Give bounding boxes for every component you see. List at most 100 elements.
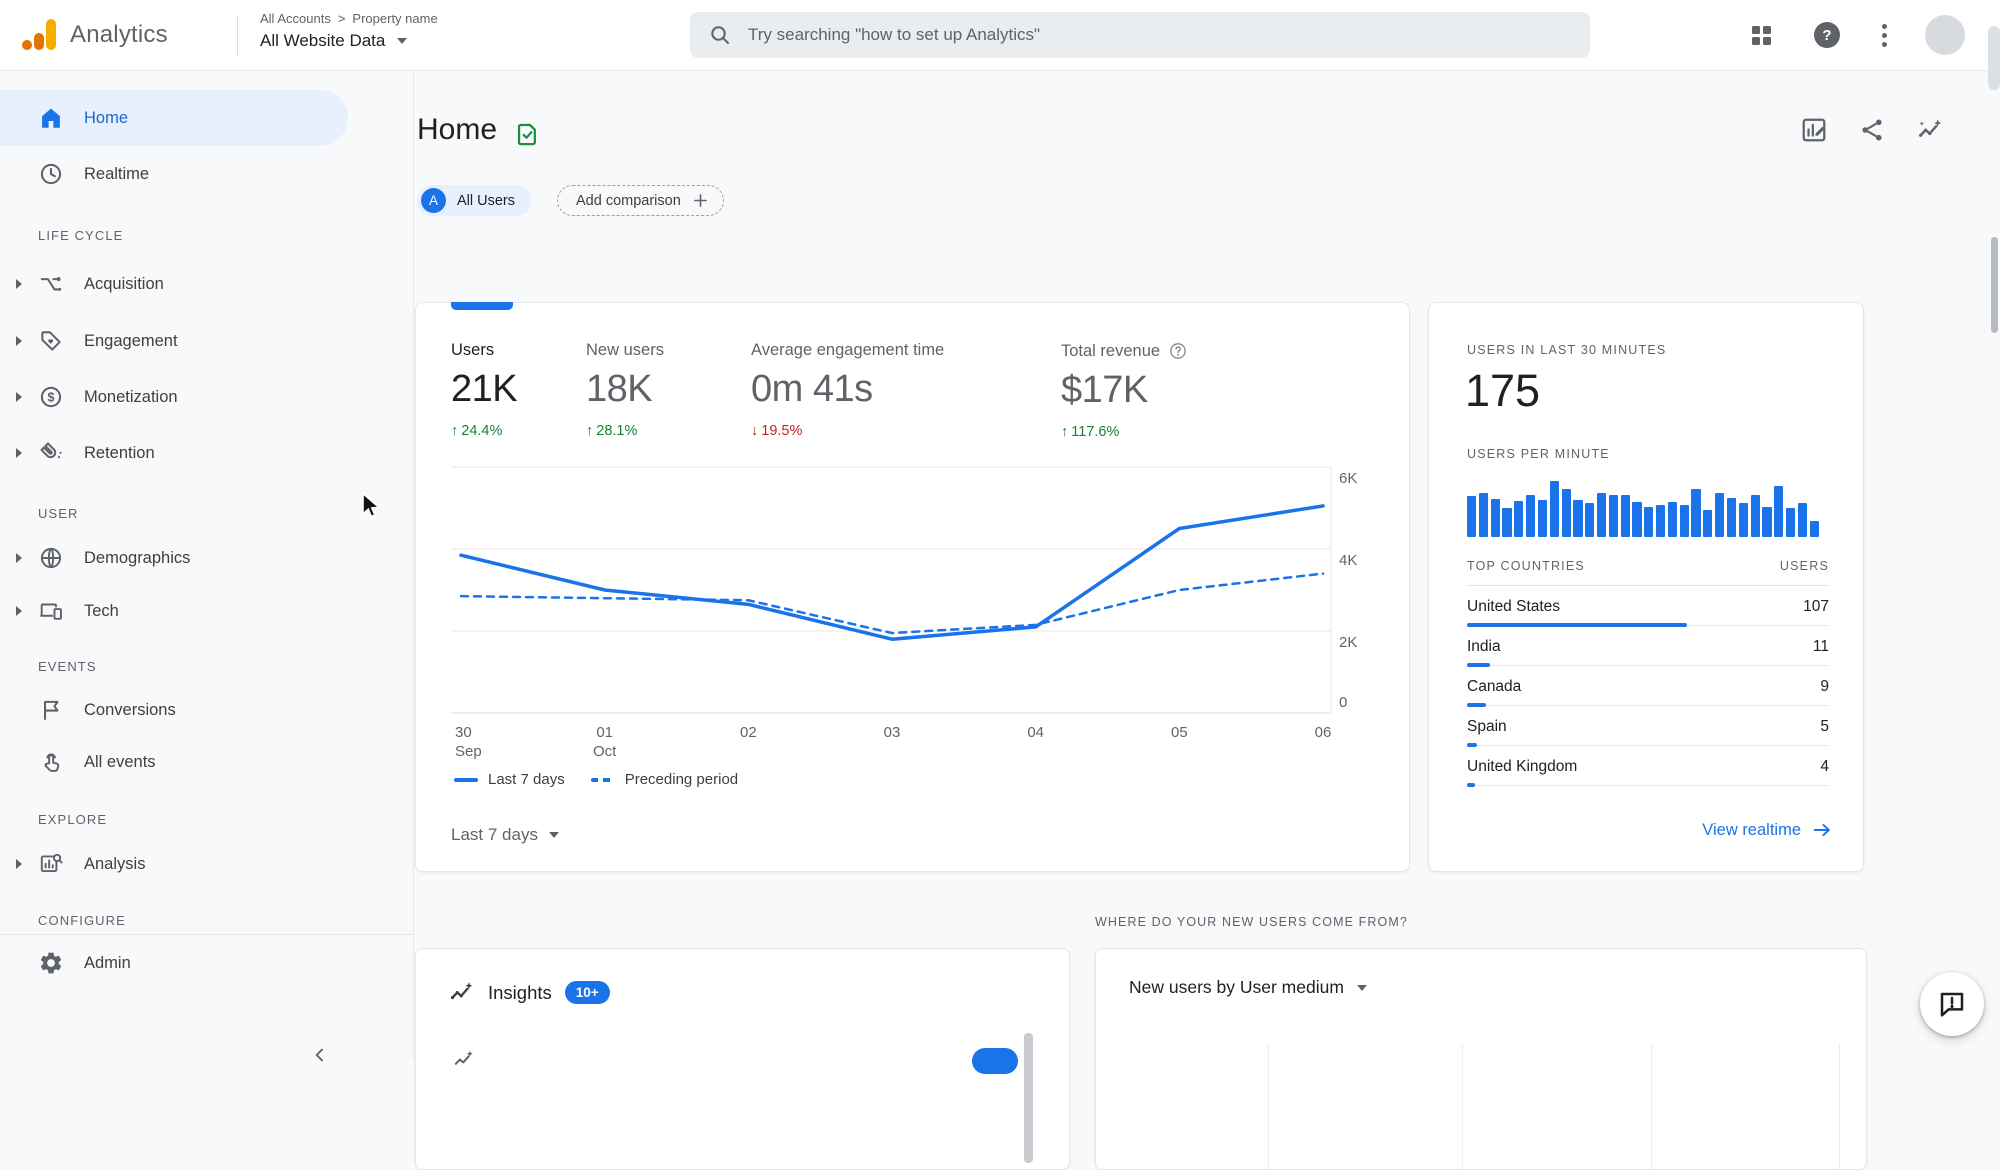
property-selector-label: All Website Data	[260, 31, 386, 50]
insights-sparkline-icon	[448, 979, 475, 1006]
metric-delta: ↑ 24.4%	[451, 423, 586, 439]
sidebar-item-conversions[interactable]: Conversions	[0, 682, 413, 738]
metric-label-text: Users	[451, 341, 495, 359]
expand-caret-icon[interactable]	[16, 859, 38, 869]
page-title: Home	[417, 113, 498, 146]
account-block: All Accounts > Property name All Website…	[260, 11, 438, 51]
report-snapshot-check-icon[interactable]	[514, 121, 541, 148]
minute-bar	[1490, 499, 1500, 537]
country-name: India	[1467, 638, 1501, 655]
search-input[interactable]	[746, 24, 1578, 46]
share-icon[interactable]	[1858, 116, 1886, 144]
insights-scrollbar-thumb[interactable]	[1024, 1033, 1033, 1163]
help-icon[interactable]	[1168, 341, 1188, 361]
expand-caret-icon[interactable]	[16, 606, 38, 616]
sidebar-item-label: Demographics	[84, 548, 191, 567]
help-icon[interactable]: ?	[1814, 22, 1840, 48]
date-range-selector[interactable]: Last 7 days	[451, 825, 559, 845]
sidebar-item-retention[interactable]: Retention	[0, 425, 413, 481]
sidebar-section-configure: CONFIGURE	[38, 912, 126, 928]
sidebar-item-all-events[interactable]: All events	[0, 734, 413, 790]
users-col-header: USERS	[1779, 559, 1829, 573]
add-comparison-button[interactable]: Add comparison	[557, 185, 724, 216]
comparison-avatar: A	[421, 188, 446, 213]
sidebar-item-label: Realtime	[84, 164, 150, 183]
expand-caret-icon[interactable]	[16, 553, 38, 563]
analytics-logo[interactable]: Analytics	[22, 17, 168, 53]
sidebar-item-acquisition[interactable]: Acquisition	[0, 256, 413, 312]
minute-bar	[1585, 503, 1595, 537]
sidebar-item-analysis[interactable]: Analysis	[0, 836, 413, 892]
arrow-down-icon: ↓	[751, 423, 759, 439]
view-realtime-link[interactable]: View realtime	[1702, 819, 1833, 841]
sidebar-item-tech[interactable]: Tech	[0, 583, 413, 639]
caret-right-icon	[16, 859, 22, 869]
breadcrumb-account[interactable]: All Accounts	[260, 11, 331, 26]
caret-right-icon	[16, 553, 22, 563]
realtime-card: USERS IN LAST 30 MINUTES 175 USERS PER M…	[1428, 302, 1864, 872]
insights-header: Insights 10+	[448, 979, 610, 1006]
page-scrollbar-thumb[interactable]	[1991, 237, 1998, 333]
ga-home-screen: { "colors": { "accent": "#1a73e8", "acti…	[0, 11, 2000, 1170]
expand-caret-icon[interactable]	[16, 336, 38, 346]
sidebar-item-home[interactable]: Home	[0, 90, 348, 146]
minute-bar	[1667, 502, 1678, 537]
minute-bar	[1738, 503, 1748, 537]
insights-sparkline-icon[interactable]	[1916, 116, 1944, 144]
search-bar[interactable]	[690, 12, 1590, 58]
product-name: Analytics	[70, 21, 168, 48]
country-row-line: Canada 9	[1467, 666, 1829, 696]
monetization-icon: $	[38, 384, 64, 410]
svg-text:Sep: Sep	[455, 743, 482, 760]
gridline	[1839, 1044, 1840, 1169]
chart-legend: Last 7 days Preceding period	[454, 771, 738, 788]
apps-grid-icon[interactable]	[1752, 26, 1771, 45]
metric-tab-total-revenue[interactable]: Total revenue $17K ↑ 117.6%	[1061, 341, 1261, 440]
users-per-minute-label: USERS PER MINUTE	[1467, 447, 1610, 461]
country-users: 9	[1820, 678, 1829, 695]
engagement-icon	[38, 328, 64, 354]
chevron-down-icon	[548, 832, 559, 838]
sidebar-item-realtime[interactable]: Realtime	[0, 146, 413, 202]
sidebar-item-demographics[interactable]: Demographics	[0, 530, 413, 586]
country-bar-track	[1467, 663, 1829, 667]
feedback-button[interactable]	[1920, 972, 1984, 1036]
country-row-spain: Spain 5	[1467, 706, 1829, 747]
country-name: United Kingdom	[1467, 758, 1578, 775]
metric-tab-new-users[interactable]: New users 18K ↑ 28.1%	[586, 341, 751, 440]
all-users-chip[interactable]: A All Users	[417, 185, 533, 216]
sidebar-item-label: Home	[84, 108, 129, 127]
active-metric-indicator	[451, 302, 513, 310]
minute-bar	[1644, 507, 1654, 537]
expand-caret-icon[interactable]	[16, 392, 38, 402]
minute-bar	[1703, 510, 1713, 537]
minute-bar	[1502, 508, 1512, 537]
more-options-icon[interactable]	[1882, 24, 1888, 47]
sidebar-item-admin[interactable]: Admin	[0, 935, 413, 991]
breadcrumb-property[interactable]: Property name	[352, 11, 438, 26]
collapse-sidebar-icon[interactable]	[310, 1045, 330, 1065]
sidebar-item-label: Analysis	[84, 854, 146, 873]
svg-text:01: 01	[596, 724, 613, 741]
property-selector[interactable]: All Website Data	[260, 31, 438, 51]
gridline	[1462, 1044, 1463, 1169]
customize-report-icon[interactable]	[1800, 116, 1828, 144]
sidebar-item-label: All events	[84, 752, 156, 771]
breadcrumb-separator-icon: >	[337, 11, 346, 26]
new-users-dimension-selector[interactable]: New users by User medium	[1129, 977, 1367, 998]
metric-delta-value: 28.1%	[596, 423, 638, 439]
metric-label-text: Total revenue	[1061, 341, 1161, 360]
user-avatar[interactable]	[1925, 15, 1965, 55]
metric-tab-users[interactable]: Users 21K ↑ 24.4%	[451, 341, 586, 440]
sidebar-item-monetization[interactable]: $ Monetization	[0, 369, 413, 425]
metric-tab-average-engagement-time[interactable]: Average engagement time 0m 41s ↓ 19.5%	[751, 341, 1061, 440]
window-scrollbar-thumb[interactable]	[1988, 26, 2000, 90]
new-users-dimension-label: New users by User medium	[1129, 977, 1344, 997]
minute-bar	[1656, 505, 1666, 537]
expand-caret-icon[interactable]	[16, 448, 38, 458]
tech-icon	[38, 598, 64, 624]
caret-right-icon	[16, 606, 22, 616]
svg-text:05: 05	[1171, 724, 1188, 741]
sidebar-item-engagement[interactable]: Engagement	[0, 313, 413, 369]
expand-caret-icon[interactable]	[16, 279, 38, 289]
